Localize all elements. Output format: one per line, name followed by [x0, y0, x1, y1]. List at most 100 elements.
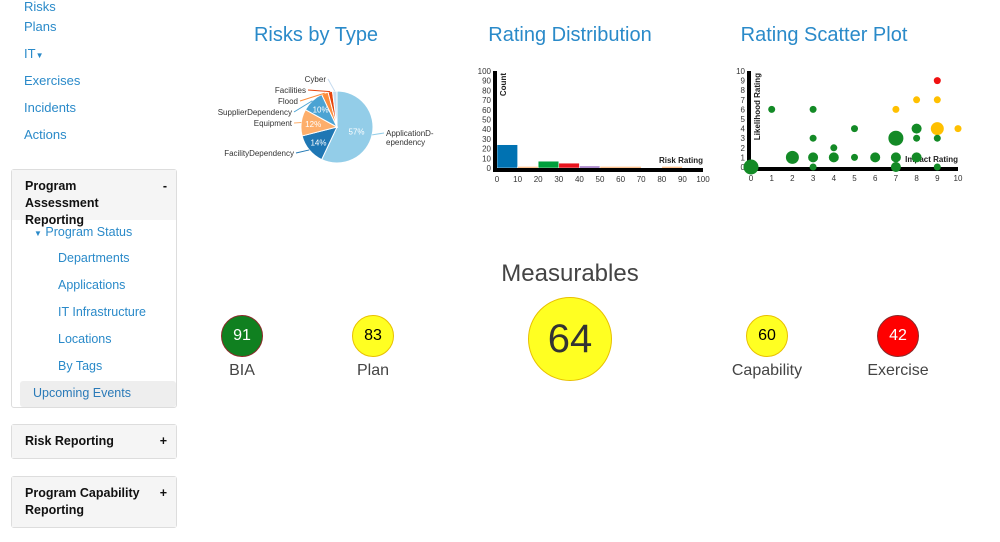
scatter-point[interactable] [785, 150, 799, 164]
expand-toggle[interactable]: + [159, 486, 167, 500]
panel-title: Risk Reporting [25, 434, 114, 448]
pie-leader-line [295, 149, 310, 154]
pie-percent-label: 10% [313, 106, 329, 115]
caret-down-icon: ▼ [34, 229, 42, 238]
y-tick-label: 3 [741, 134, 746, 143]
scatter-point[interactable] [913, 96, 921, 104]
scatter-point[interactable] [851, 125, 858, 133]
x-tick-label: 1 [769, 174, 774, 183]
histogram-bar[interactable] [496, 144, 518, 169]
scatter-point[interactable] [768, 105, 776, 113]
pie-leader-line [293, 121, 302, 124]
x-tick-label: 90 [678, 175, 687, 184]
y-tick-label: 40 [482, 125, 491, 134]
pie-legend-label: FacilityDependency [224, 149, 294, 158]
scatter-point[interactable] [809, 163, 817, 171]
program-assessment-header[interactable]: Program Assessment Reporting - [12, 170, 176, 227]
histogram-bar[interactable] [558, 162, 580, 169]
scatter-point[interactable] [933, 134, 941, 142]
pie-chart: 57% ApplicationD-ependency 14% FacilityDepe… [218, 75, 434, 164]
nav-it[interactable]: IT▼ [24, 46, 43, 63]
x-tick-label: 20 [534, 175, 543, 184]
nav-incidents[interactable]: Incidents [24, 100, 77, 115]
y-tick-label: 70 [482, 96, 491, 105]
expand-toggle[interactable]: + [159, 434, 167, 448]
pie-slice[interactable] [321, 90, 374, 164]
scatter-point[interactable] [911, 123, 922, 134]
histogram-bar[interactable] [661, 166, 683, 169]
measurable-exercise-score: 42 [877, 315, 919, 357]
scatter-point[interactable] [890, 162, 901, 172]
nav-plans[interactable]: Plans [24, 19, 57, 34]
x-tick-label: 60 [616, 175, 625, 184]
pie-leader-line [327, 78, 336, 92]
scatter-point[interactable] [809, 134, 817, 142]
x-tick-label: 10 [954, 174, 963, 183]
y-tick-label: 20 [482, 145, 491, 154]
nav-locations[interactable]: Locations [58, 332, 112, 346]
x-axis [747, 167, 958, 171]
risk-reporting-panel[interactable]: Risk Reporting + [11, 424, 177, 459]
pie-leader-line [372, 132, 385, 136]
scatter-point[interactable] [808, 152, 819, 163]
nav-upcoming-events[interactable]: Upcoming Events [20, 381, 176, 407]
pie-slice[interactable] [331, 90, 338, 128]
y-axis [493, 71, 497, 172]
x-tick-label: 70 [637, 175, 646, 184]
program-capability-panel[interactable]: Program Capability Reporting + [11, 476, 177, 528]
histogram-bar[interactable] [579, 165, 601, 169]
scatter-point[interactable] [933, 163, 941, 171]
histogram-bar[interactable] [599, 166, 642, 169]
y-tick-label: 2 [741, 144, 746, 153]
x-tick-label: 4 [832, 174, 837, 183]
x-axis-label: Impact Rating [905, 155, 958, 164]
y-tick-label: 0 [741, 163, 746, 172]
nav-departments[interactable]: Departments [58, 251, 130, 265]
scatter-point[interactable] [828, 152, 839, 163]
scatter-point[interactable] [809, 105, 817, 113]
nav-exercises[interactable]: Exercises [24, 73, 81, 88]
y-tick-label: 0 [487, 164, 492, 173]
nav-risks[interactable]: Risks [24, 0, 56, 14]
measurables-title: Measurables [501, 260, 639, 287]
x-tick-label: 9 [935, 174, 940, 183]
pie-percent-label: 12% [305, 120, 321, 129]
pie-chart-title: Risks by Type [253, 24, 379, 46]
pie-percent-label: 14% [310, 138, 326, 147]
pie-leader-line [299, 92, 325, 102]
x-tick-label: 7 [894, 174, 899, 183]
program-status-group[interactable]: ▼ Program Status [34, 225, 132, 239]
x-tick-label: 40 [575, 175, 584, 184]
scatter-point[interactable] [870, 152, 881, 163]
measurable-capability-score: 60 [746, 315, 788, 357]
scatter-point[interactable] [743, 159, 759, 175]
scatter-point[interactable] [933, 77, 941, 85]
pie-leader-line [307, 89, 331, 93]
x-tick-label: 50 [596, 175, 605, 184]
y-tick-label: 80 [482, 86, 491, 95]
scatter-point[interactable] [892, 105, 900, 113]
nav-it-label: IT [24, 46, 36, 61]
y-tick-label: 7 [741, 96, 746, 105]
scatter-point[interactable] [911, 152, 922, 163]
nav-actions[interactable]: Actions [24, 127, 67, 142]
scatter-point[interactable] [930, 122, 944, 136]
scatter-point[interactable] [913, 134, 921, 142]
scatter-point[interactable] [888, 130, 904, 146]
nav-applications[interactable]: Applications [58, 278, 126, 292]
scatter-point[interactable] [933, 96, 941, 104]
collapse-toggle[interactable]: - [162, 179, 167, 193]
scatter-point[interactable] [830, 144, 838, 152]
x-tick-label: 8 [914, 174, 919, 183]
scatter-point[interactable] [890, 152, 901, 163]
scatter-point[interactable] [954, 125, 962, 133]
y-axis-label: Likelihood Rating [753, 73, 762, 140]
histogram-chart: 0 10 20 30 40 50 60 70 80 90 100010203040506070809… [478, 67, 711, 184]
nav-it-infrastructure[interactable]: IT Infrastructure [58, 305, 146, 319]
x-tick-label: 5 [852, 174, 857, 183]
scatter-point[interactable] [851, 153, 858, 161]
nav-by-tags[interactable]: By Tags [58, 359, 103, 373]
histogram-bar[interactable] [517, 166, 539, 169]
histogram-bar[interactable] [537, 160, 560, 169]
